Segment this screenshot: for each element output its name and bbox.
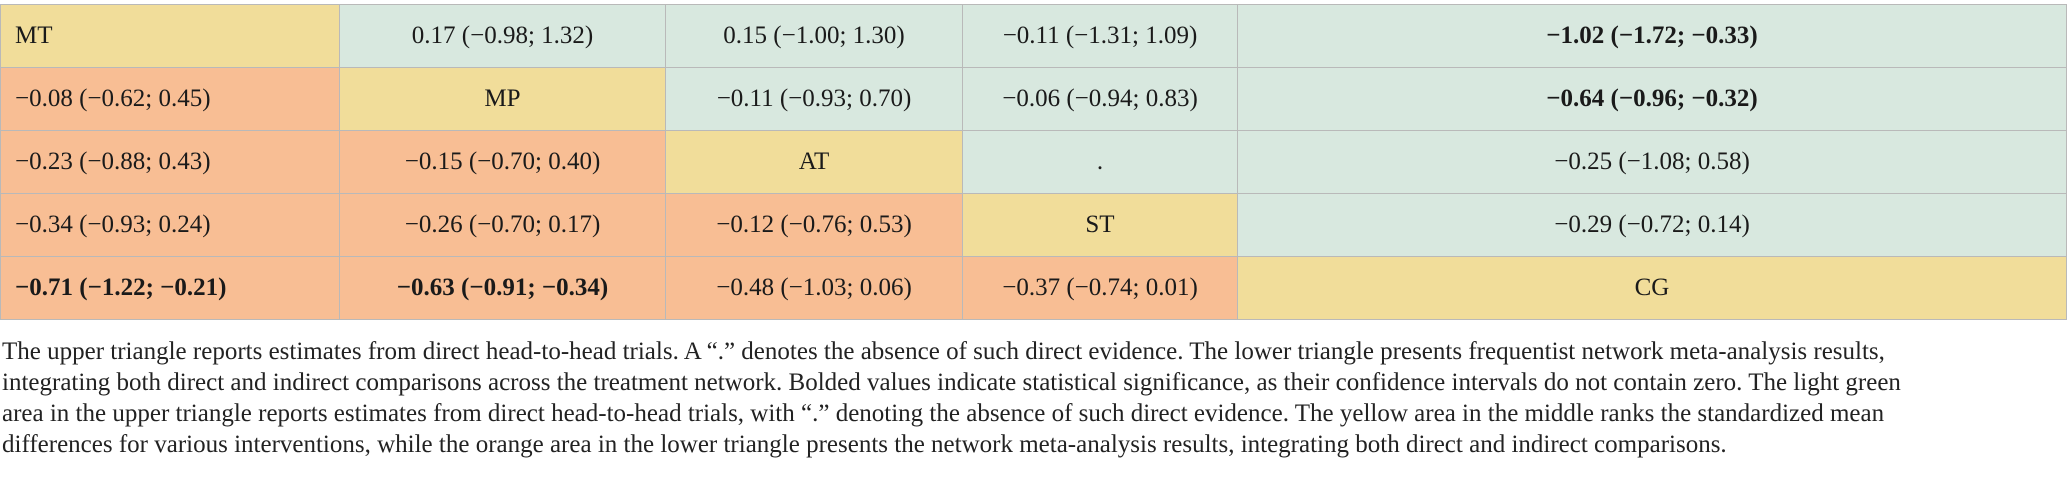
direct-estimate-cell: 0.15 (−1.00; 1.30) [665,4,963,68]
caption-line: differences for various interventions, w… [2,431,1727,458]
table-caption: The upper triangle reports estimates fro… [2,336,2064,460]
league-table: MT 0.17 (−0.98; 1.32) 0.15 (−1.00; 1.30) −0… [0,4,2067,320]
nma-estimate-cell: −0.23 (−0.88; 0.43) [0,130,340,194]
caption-line: area in the upper triangle reports estim… [2,400,1885,427]
direct-estimate-cell: −0.25 (−1.08; 0.58) [1237,130,2067,194]
treatment-label-cell: ST [962,193,1238,257]
caption-line: integrating both direct and indirect com… [2,369,1901,396]
nma-estimate-cell: −0.71 (−1.22; −0.21) [0,256,340,320]
direct-estimate-cell: −0.64 (−0.96; −0.32) [1237,67,2067,131]
nma-estimate-cell: −0.15 (−0.70; 0.40) [339,130,666,194]
nma-estimate-cell: −0.12 (−0.76; 0.53) [665,193,963,257]
treatment-label-cell: CG [1237,256,2067,320]
table-row: −0.34 (−0.93; 0.24) −0.26 (−0.70; 0.17) −0… [0,193,2067,257]
direct-estimate-cell: −1.02 (−1.72; −0.33) [1237,4,2067,68]
nma-estimate-cell: −0.48 (−1.03; 0.06) [665,256,963,320]
table-row: −0.08 (−0.62; 0.45) MP −0.11 (−0.93; 0.70)… [0,67,2067,131]
direct-estimate-cell: . [962,130,1238,194]
treatment-label-cell: AT [665,130,963,194]
treatment-label-cell: MT [0,4,340,68]
table-row: −0.23 (−0.88; 0.43) −0.15 (−0.70; 0.40) AT… [0,130,2067,194]
nma-estimate-cell: −0.63 (−0.91; −0.34) [339,256,666,320]
nma-estimate-cell: −0.08 (−0.62; 0.45) [0,67,340,131]
direct-estimate-cell: −0.29 (−0.72; 0.14) [1237,193,2067,257]
nma-estimate-cell: −0.34 (−0.93; 0.24) [0,193,340,257]
nma-estimate-cell: −0.37 (−0.74; 0.01) [962,256,1238,320]
treatment-label-cell: MP [339,67,666,131]
nma-estimate-cell: −0.26 (−0.70; 0.17) [339,193,666,257]
direct-estimate-cell: −0.11 (−0.93; 0.70) [665,67,963,131]
direct-estimate-cell: −0.11 (−1.31; 1.09) [962,4,1238,68]
table-row: −0.71 (−1.22; −0.21) −0.63 (−0.91; −0.34)… [0,256,2067,320]
league-table-body: MT 0.17 (−0.98; 1.32) 0.15 (−1.00; 1.30) −0… [0,4,2067,320]
caption-line: The upper triangle reports estimates fro… [2,338,1885,365]
direct-estimate-cell: 0.17 (−0.98; 1.32) [339,4,666,68]
direct-estimate-cell: −0.06 (−0.94; 0.83) [962,67,1238,131]
table-row: MT 0.17 (−0.98; 1.32) 0.15 (−1.00; 1.30) −0… [0,4,2067,68]
